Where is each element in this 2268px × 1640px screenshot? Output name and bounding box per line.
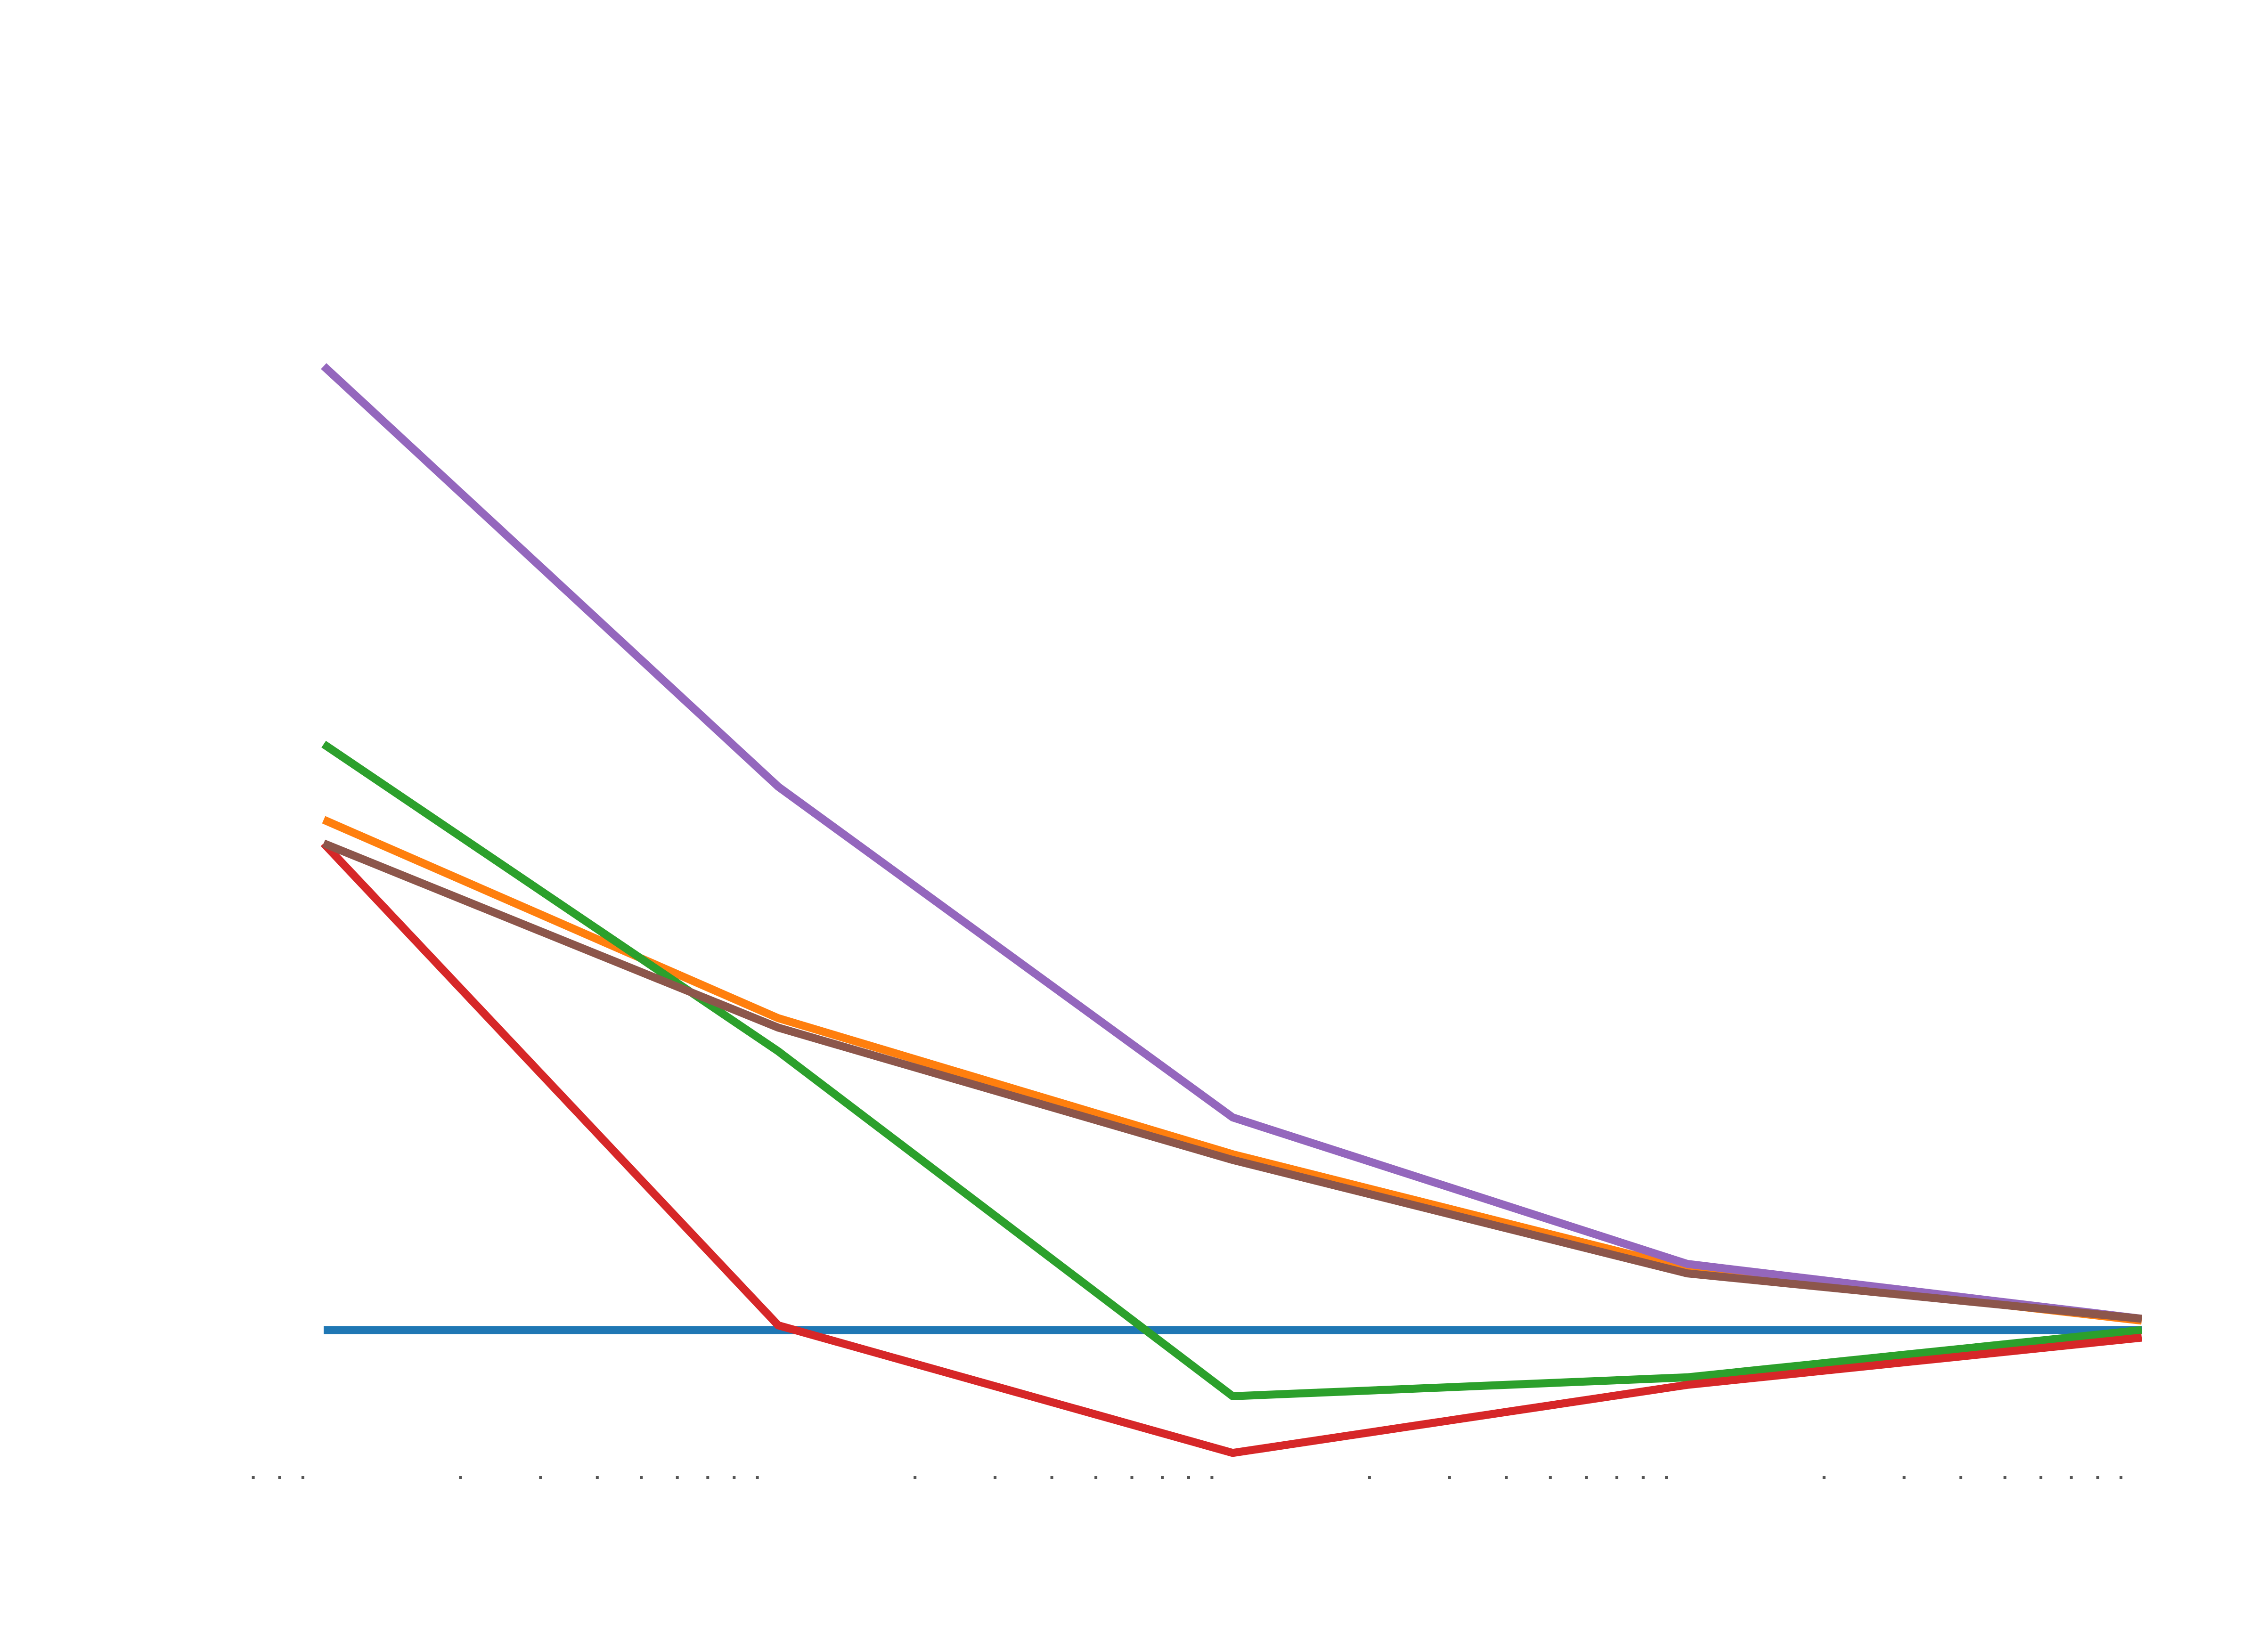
x-minor-tick <box>459 1476 462 1479</box>
x-minor-tick <box>2040 1476 2042 1479</box>
x-minor-tick <box>252 1476 255 1479</box>
x-minor-tick <box>706 1476 710 1479</box>
x-minor-tick <box>301 1476 304 1479</box>
series-layer <box>320 363 2143 1457</box>
x-minor-tick <box>1505 1476 1508 1479</box>
x-minor-tick <box>278 1476 281 1479</box>
x-minor-tick <box>539 1476 542 1479</box>
x-minor-tick <box>2096 1476 2099 1479</box>
x-minor-tick <box>1615 1476 1618 1479</box>
x-minor-tick <box>2119 1476 2122 1479</box>
series-line-6 <box>322 839 2142 1323</box>
x-minor-tick <box>1368 1476 1371 1479</box>
series-line-2 <box>322 816 2142 1325</box>
x-minor-tick <box>676 1476 679 1479</box>
x-minor-tick <box>1665 1476 1668 1479</box>
x-minor-tick <box>640 1476 643 1479</box>
series-line-3 <box>321 740 2142 1401</box>
x-minor-tick <box>596 1476 599 1479</box>
x-minor-tick <box>756 1476 759 1479</box>
x-minor-tick <box>733 1476 736 1479</box>
x-minor-tick <box>1130 1476 1134 1479</box>
x-minor-tick <box>1822 1476 1826 1479</box>
x-minor-tick <box>1641 1476 1645 1479</box>
x-axis-minor-ticks <box>252 1476 2122 1479</box>
x-minor-tick <box>1549 1476 1552 1479</box>
x-minor-tick <box>2070 1476 2073 1479</box>
x-minor-tick <box>1902 1476 1906 1479</box>
x-minor-tick <box>914 1476 917 1479</box>
x-minor-tick <box>1094 1476 1098 1479</box>
x-minor-tick <box>1187 1476 1190 1479</box>
x-minor-tick <box>1448 1476 1451 1479</box>
x-minor-tick <box>2003 1476 2007 1479</box>
x-minor-tick <box>994 1476 997 1479</box>
x-minor-tick <box>1585 1476 1588 1479</box>
x-minor-tick <box>1210 1476 1214 1479</box>
series-line-4 <box>320 840 2142 1457</box>
x-minor-tick <box>1161 1476 1164 1479</box>
x-minor-tick <box>1050 1476 1053 1479</box>
series-line-5 <box>321 363 2143 1323</box>
x-minor-tick <box>1959 1476 1963 1479</box>
